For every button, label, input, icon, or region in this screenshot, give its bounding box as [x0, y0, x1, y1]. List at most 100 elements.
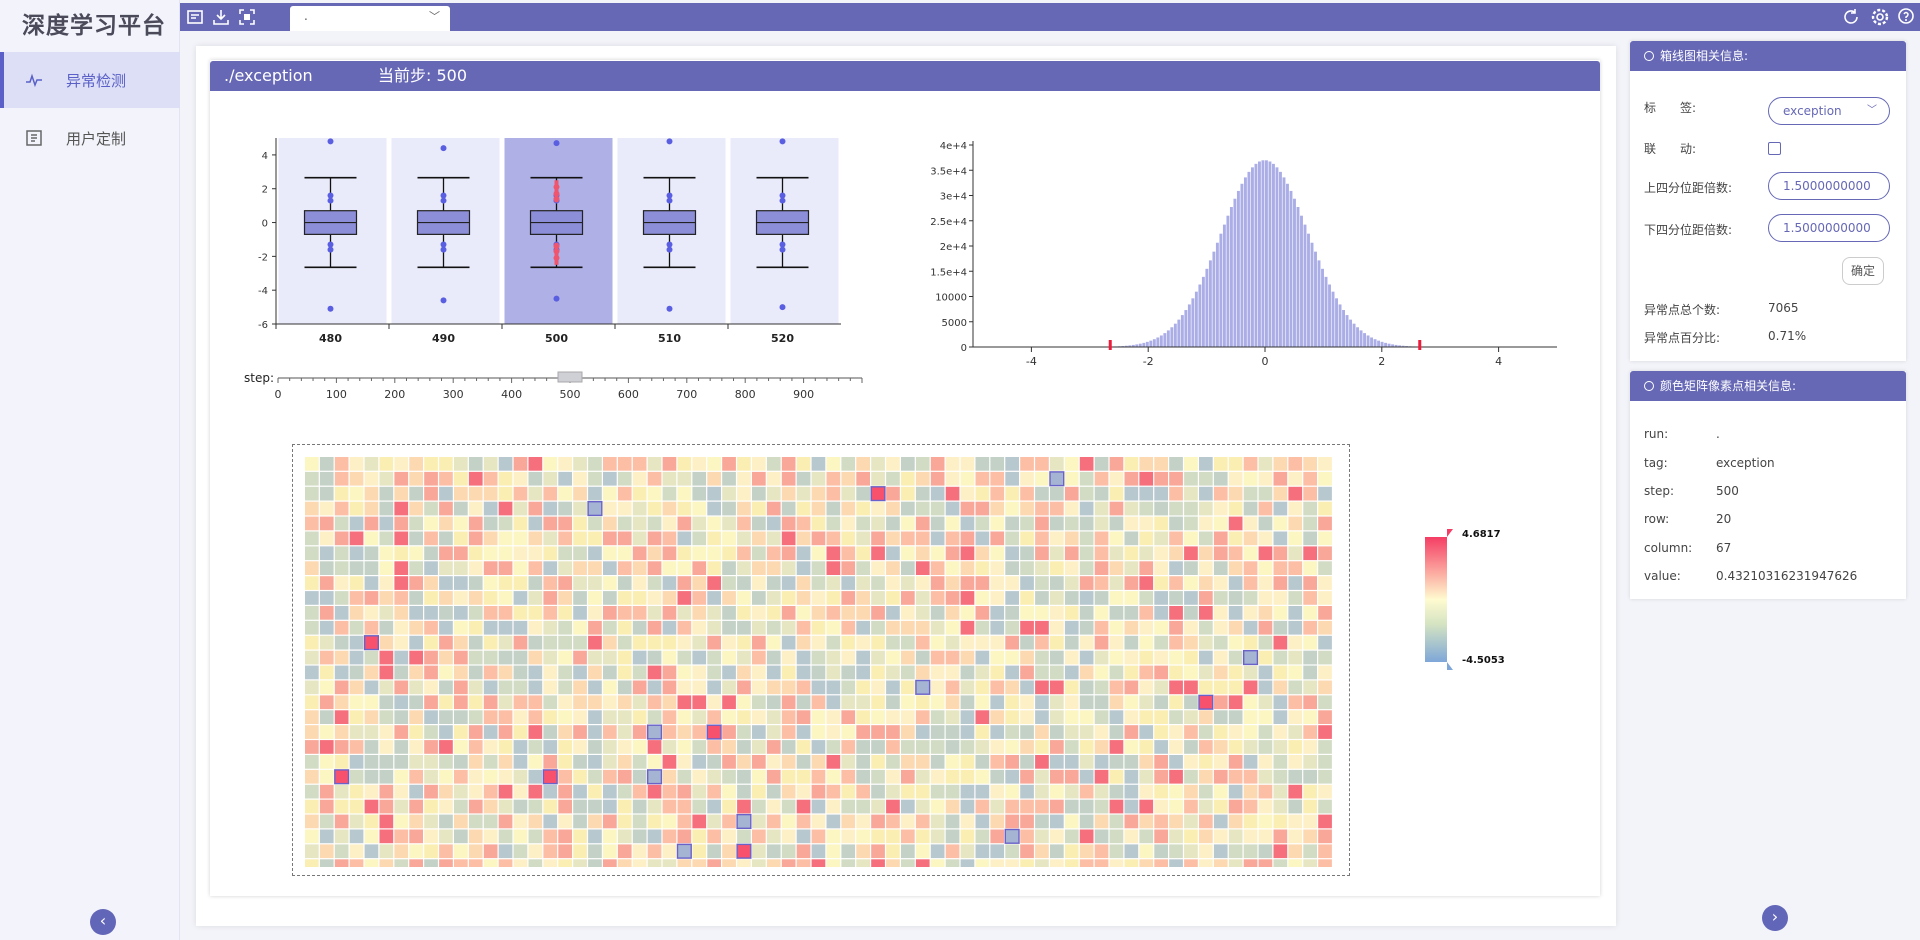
boxplot-outlier [779, 138, 786, 145]
heatmap-cell [1303, 606, 1317, 620]
next-page-button[interactable]: › [1762, 905, 1788, 931]
current-step-label: 当前步: 500 [378, 66, 468, 85]
run-select[interactable]: . ﹀ [290, 6, 450, 31]
heatmap-cell [573, 606, 587, 620]
heatmap-cell [901, 755, 915, 769]
heatmap-cell [617, 457, 632, 471]
heatmap-cell [826, 829, 841, 844]
heatmap-cell [1228, 546, 1243, 561]
heatmap-cell [1258, 740, 1273, 754]
heatmap-anomaly-cell [1243, 649, 1259, 666]
heatmap-cell [752, 635, 766, 650]
heatmap-cell [558, 680, 572, 695]
confirm-button[interactable]: 确定 [1842, 257, 1884, 285]
heatmap-cell [766, 576, 781, 590]
heatmap-cell [319, 591, 334, 605]
heatmap-cell [1303, 799, 1317, 814]
sidebar-item-user-custom[interactable]: 用户定制 [0, 110, 180, 166]
heatmap-cell [1050, 531, 1064, 546]
refresh-icon[interactable] [1840, 6, 1862, 28]
histogram-bar [1233, 198, 1237, 347]
tag-select[interactable]: exception ﹀ [1768, 97, 1890, 125]
heatmap-cell [930, 606, 945, 620]
heatmap-cell [1318, 561, 1332, 575]
heatmap-cell [334, 665, 349, 680]
heatmap-cell [811, 546, 826, 561]
legend-min-handle[interactable] [1447, 662, 1453, 670]
settings-icon[interactable] [1869, 6, 1891, 28]
heatmap-cell [1124, 769, 1139, 784]
heatmap-cell [1199, 799, 1213, 814]
heatmap-cell [1273, 695, 1288, 710]
heatmap-cell [454, 471, 468, 486]
upper-quartile-input[interactable]: 1.5000000000 [1768, 172, 1890, 200]
download-icon[interactable] [210, 6, 232, 28]
heatmap-cell [930, 755, 945, 769]
heatmap-cell [409, 471, 423, 486]
heatmap-cell [1184, 531, 1198, 546]
step-slider[interactable]: step:0 100 200 300 400 500 600 700 800 900 [244, 370, 864, 406]
heatmap-cell [871, 591, 885, 605]
heatmap-cell [960, 620, 975, 635]
legend-max-handle[interactable] [1447, 529, 1453, 537]
heatmap-cell [781, 486, 796, 501]
heatmap-cell [901, 606, 915, 620]
collapse-sidebar-button[interactable]: ‹ [90, 909, 116, 935]
heatmap-cell [1199, 784, 1213, 799]
pixel-info-row: step: 500 [1644, 484, 1739, 498]
heatmap-cell [856, 457, 870, 471]
histogram-bar [1219, 233, 1223, 347]
heatmap-cell [960, 784, 975, 799]
boxplot-y-tick: -4 [258, 286, 268, 297]
heatmap-cell [319, 740, 334, 754]
heatmap-cell [692, 546, 707, 561]
heatmap-container [292, 444, 1350, 876]
heatmap-cell [975, 591, 990, 605]
heatmap-cell [632, 457, 647, 471]
heatmap-cell [1228, 695, 1243, 710]
help-icon[interactable] [1896, 6, 1918, 28]
link-checkbox[interactable] [1768, 142, 1781, 155]
fullscreen-icon[interactable] [236, 6, 258, 28]
lower-quartile-input[interactable]: 1.5000000000 [1768, 214, 1890, 242]
heatmap-cell [1020, 501, 1034, 516]
boxplot-outlier [440, 297, 447, 304]
histogram-bar [1261, 160, 1265, 347]
heatmap-cell [1213, 755, 1228, 769]
heatmap-cell [528, 486, 543, 501]
heatmap-cell [1169, 710, 1183, 724]
heatmap-cell [990, 844, 1005, 859]
heatmap-cell [617, 710, 632, 724]
heatmap-cell [1228, 829, 1243, 844]
heatmap-cell [1273, 516, 1288, 531]
heatmap-cell [483, 740, 498, 754]
heatmap-cell [1199, 620, 1213, 635]
heatmap-cell [647, 859, 662, 867]
heatmap-cell [945, 471, 960, 486]
heatmap-cell [692, 784, 707, 799]
heatmap-cell [498, 784, 513, 799]
heatmap-cell [990, 755, 1005, 769]
heatmap-cell [841, 471, 856, 486]
heatmap-cell [573, 471, 587, 486]
step-slider-tick-label: 700 [676, 388, 697, 401]
heatmap-cell [1184, 606, 1198, 620]
boxplot-outlier [440, 246, 447, 253]
heatmap-cell [841, 531, 856, 546]
heatmap-cell [796, 755, 811, 769]
sidebar-item-anomaly-detection[interactable]: 异常检测 [0, 52, 180, 108]
heatmap-cell [1109, 561, 1124, 575]
heatmap-cell [1154, 799, 1168, 814]
heatmap-cell [1154, 516, 1168, 531]
heatmap-cell [454, 620, 468, 635]
heatmap-cell [513, 620, 528, 635]
heatmap-cell [737, 635, 751, 650]
heatmap-cell [677, 814, 692, 829]
step-slider-handle[interactable] [557, 371, 583, 383]
upload-log-icon[interactable] [184, 6, 206, 28]
heatmap-cell [424, 814, 438, 829]
color-matrix-heatmap[interactable] [305, 457, 1339, 867]
histogram-bar [1335, 298, 1338, 347]
heatmap-cell [379, 576, 394, 590]
